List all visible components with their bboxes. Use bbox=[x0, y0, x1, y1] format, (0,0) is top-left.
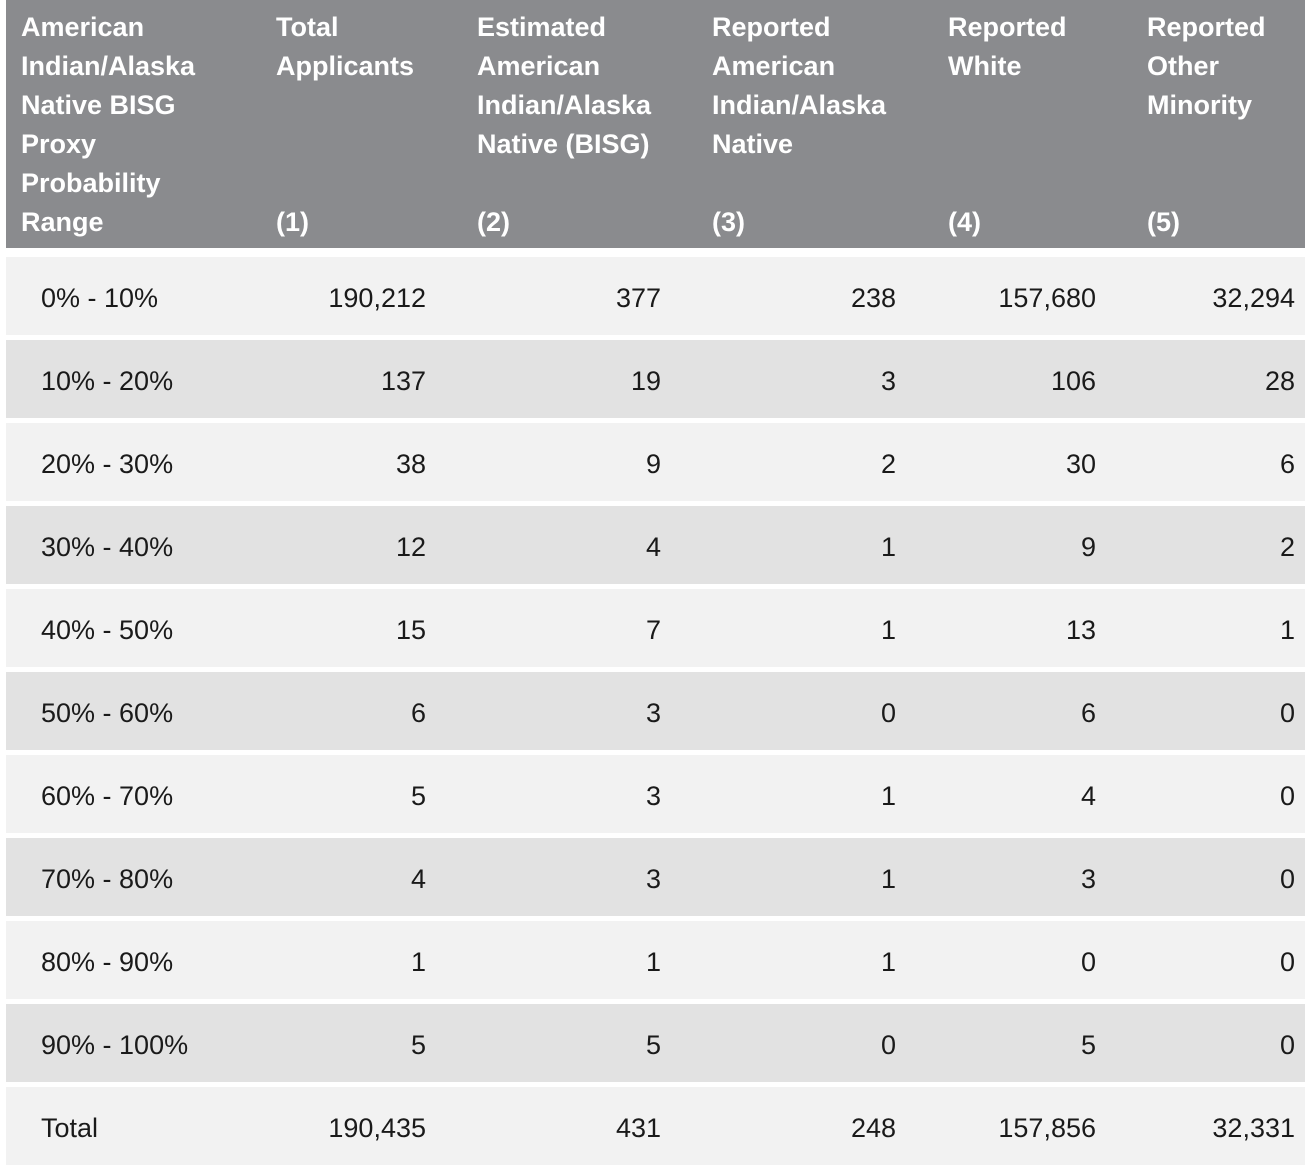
cell-reported-aian: 1 bbox=[880, 947, 896, 977]
row-label: 80% - 90% bbox=[41, 947, 174, 977]
row-label: 50% - 60% bbox=[41, 698, 174, 728]
cell-reported-white: 3 bbox=[1080, 864, 1096, 894]
cell-total-applicants: 1 bbox=[410, 947, 426, 977]
cell-total-applicants: 190,212 bbox=[328, 283, 426, 313]
cell-estimated-aian: 9 bbox=[645, 449, 661, 479]
header-col-reported-aian: Reported American Indian/Alaska Native (… bbox=[712, 8, 937, 240]
cell-reported-aian: 0 bbox=[880, 1030, 896, 1060]
cell-reported-white: 0 bbox=[1080, 947, 1096, 977]
row-label: 60% - 70% bbox=[41, 781, 174, 811]
cell-reported-aian: 1 bbox=[880, 864, 896, 894]
row-label: 90% - 100% bbox=[41, 1030, 189, 1060]
cell-reported-other-minority: 6 bbox=[1279, 449, 1295, 479]
cell-reported-other-minority: 2 bbox=[1279, 532, 1295, 562]
cell-reported-other-minority: 1 bbox=[1279, 615, 1295, 645]
table-row: 60% - 70% 5 3 1 4 0 bbox=[6, 755, 1305, 833]
cell-total-applicants: 137 bbox=[380, 366, 426, 396]
header-col-reported-white: Reported White (4) bbox=[948, 8, 1138, 240]
cell-total-applicants: 4 bbox=[410, 864, 426, 894]
header-col-reported-aian-title: Reported American Indian/Alaska Native bbox=[712, 12, 887, 159]
header-col-reported-white-title: Reported White bbox=[948, 12, 1067, 81]
cell-reported-aian: 238 bbox=[850, 283, 896, 313]
data-table: American Indian/Alaska Native BISG Proxy… bbox=[6, 0, 1305, 1170]
cell-total-applicants: 5 bbox=[410, 781, 426, 811]
header-col-total-applicants-number: (1) bbox=[276, 207, 309, 237]
row-label: 30% - 40% bbox=[41, 532, 174, 562]
cell-estimated-aian: 1 bbox=[645, 947, 661, 977]
header-col-total-applicants: Total Applicants (1) bbox=[276, 8, 466, 240]
cell-total-applicants: 15 bbox=[395, 615, 426, 645]
row-label: 70% - 80% bbox=[41, 864, 174, 894]
cell-total-applicants: 12 bbox=[395, 532, 426, 562]
cell-reported-white: 106 bbox=[1050, 366, 1096, 396]
header-col-reported-aian-number: (3) bbox=[712, 207, 745, 237]
cell-reported-aian: 1 bbox=[880, 615, 896, 645]
cell-estimated-aian: 7 bbox=[645, 615, 661, 645]
cell-reported-aian: 0 bbox=[880, 698, 896, 728]
cell-reported-aian: 3 bbox=[880, 366, 896, 396]
cell-reported-other-minority: 32,294 bbox=[1212, 283, 1295, 313]
cell-reported-aian: 2 bbox=[880, 449, 896, 479]
table-row: 80% - 90% 1 1 1 0 0 bbox=[6, 921, 1305, 999]
row-label: 10% - 20% bbox=[41, 366, 174, 396]
table-row: 0% - 10% 190,212 377 238 157,680 32,294 bbox=[6, 257, 1305, 335]
header-col-estimated-aian-number: (2) bbox=[477, 207, 510, 237]
cell-estimated-aian: 3 bbox=[645, 698, 661, 728]
table-row: 90% - 100% 5 5 0 5 0 bbox=[6, 1004, 1305, 1082]
header-col-reported-white-number: (4) bbox=[948, 207, 981, 237]
header-col-estimated-aian-title: Estimated American Indian/Alaska Native … bbox=[477, 12, 652, 159]
cell-estimated-aian: 3 bbox=[645, 781, 661, 811]
cell-total-applicants: 6 bbox=[410, 698, 426, 728]
cell-total-applicants: 5 bbox=[410, 1030, 426, 1060]
cell-estimated-aian: 3 bbox=[645, 864, 661, 894]
cell-reported-white: 9 bbox=[1080, 532, 1096, 562]
cell-estimated-aian: 5 bbox=[645, 1030, 661, 1060]
header-col-estimated-aian: Estimated American Indian/Alaska Native … bbox=[477, 8, 702, 240]
cell-reported-other-minority: 0 bbox=[1279, 1030, 1295, 1060]
header-col-reported-other-minority-title: Reported Other Minority bbox=[1147, 12, 1266, 120]
table-row: 20% - 30% 38 9 2 30 6 bbox=[6, 423, 1305, 501]
cell-reported-white: 157,856 bbox=[998, 1113, 1096, 1143]
cell-reported-other-minority: 32,331 bbox=[1212, 1113, 1295, 1143]
table-row: 70% - 80% 4 3 1 3 0 bbox=[6, 838, 1305, 916]
header-col-reported-other-minority: Reported Other Minority (5) bbox=[1147, 8, 1302, 240]
cell-reported-white: 13 bbox=[1065, 615, 1096, 645]
table-row: 30% - 40% 12 4 1 9 2 bbox=[6, 506, 1305, 584]
row-label: Total bbox=[41, 1113, 99, 1143]
cell-reported-white: 30 bbox=[1065, 449, 1096, 479]
row-label: 40% - 50% bbox=[41, 615, 174, 645]
cell-reported-white: 5 bbox=[1080, 1030, 1096, 1060]
table-row: 50% - 60% 6 3 0 6 0 bbox=[6, 672, 1305, 750]
table-row: 40% - 50% 15 7 1 13 1 bbox=[6, 589, 1305, 667]
header-col-reported-other-minority-number: (5) bbox=[1147, 207, 1180, 237]
cell-estimated-aian: 431 bbox=[615, 1113, 661, 1143]
table-row: 10% - 20% 137 19 3 106 28 bbox=[6, 340, 1305, 418]
header-col-total-applicants-title: Total Applicants bbox=[276, 12, 415, 81]
cell-total-applicants: 38 bbox=[395, 449, 426, 479]
cell-reported-other-minority: 0 bbox=[1279, 947, 1295, 977]
cell-estimated-aian: 377 bbox=[615, 283, 661, 313]
table-header: American Indian/Alaska Native BISG Proxy… bbox=[6, 0, 1305, 248]
cell-reported-aian: 1 bbox=[880, 532, 896, 562]
cell-reported-other-minority: 0 bbox=[1279, 864, 1295, 894]
row-label: 20% - 30% bbox=[41, 449, 174, 479]
cell-reported-other-minority: 0 bbox=[1279, 698, 1295, 728]
header-col-range-title: American Indian/Alaska Native BISG Proxy… bbox=[21, 12, 196, 237]
cell-reported-white: 4 bbox=[1080, 781, 1096, 811]
cell-reported-other-minority: 28 bbox=[1264, 366, 1295, 396]
header-col-range: American Indian/Alaska Native BISG Proxy… bbox=[21, 8, 261, 240]
cell-reported-white: 6 bbox=[1080, 698, 1096, 728]
cell-reported-aian: 248 bbox=[850, 1113, 896, 1143]
cell-estimated-aian: 19 bbox=[630, 366, 661, 396]
row-label: 0% - 10% bbox=[41, 283, 159, 313]
cell-reported-aian: 1 bbox=[880, 781, 896, 811]
cell-reported-other-minority: 0 bbox=[1279, 781, 1295, 811]
table-row-total: Total 190,435 431 248 157,856 32,331 bbox=[6, 1087, 1305, 1165]
cell-total-applicants: 190,435 bbox=[328, 1113, 426, 1143]
cell-reported-white: 157,680 bbox=[998, 283, 1096, 313]
cell-estimated-aian: 4 bbox=[645, 532, 661, 562]
